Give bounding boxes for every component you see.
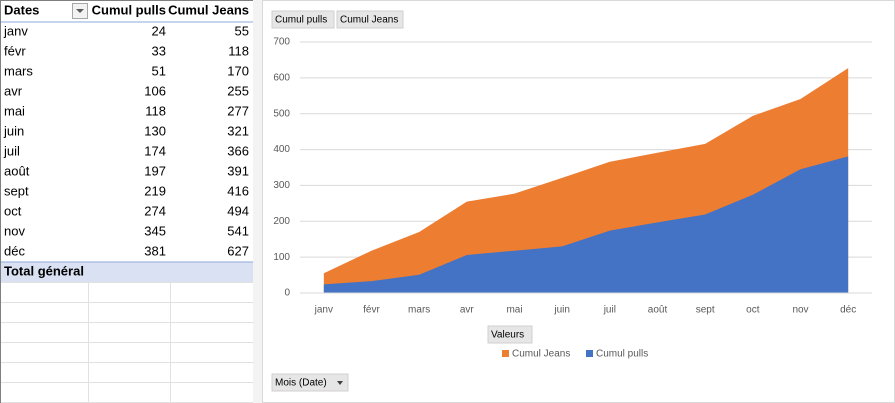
y-tick-label: 0 bbox=[284, 288, 290, 299]
cell-value: 118 bbox=[145, 103, 166, 118]
column-header: Cumul Jeans bbox=[168, 2, 249, 17]
total-label: Total général bbox=[4, 263, 84, 278]
cell-value: 106 bbox=[144, 83, 166, 98]
column-header: Dates bbox=[4, 2, 39, 17]
button-bg bbox=[487, 325, 533, 344]
field-button[interactable]: Cumul Jeans bbox=[336, 10, 404, 29]
row-label: nov bbox=[4, 223, 25, 238]
x-tick-label: janv bbox=[314, 305, 333, 316]
cell-value: 174 bbox=[144, 143, 166, 158]
cell-value: 277 bbox=[227, 103, 249, 118]
y-tick-label: 200 bbox=[273, 216, 290, 227]
legend-label: Cumul Jeans bbox=[512, 349, 570, 360]
cell-value: 494 bbox=[227, 203, 249, 218]
row-label: févr bbox=[4, 43, 26, 58]
cell-value: 381 bbox=[144, 243, 166, 258]
x-tick-label: avr bbox=[460, 305, 475, 316]
cell-value: 366 bbox=[227, 143, 249, 158]
cell-value: 541 bbox=[227, 223, 249, 238]
x-tick-label: mai bbox=[506, 305, 522, 316]
cell-value: 219 bbox=[144, 183, 166, 198]
cell-value: 627 bbox=[227, 243, 249, 258]
row-label: juil bbox=[3, 143, 20, 158]
separator bbox=[253, 0, 262, 403]
row-label: janv bbox=[3, 23, 28, 38]
x-tick-label: juin bbox=[553, 305, 570, 316]
cell-value: 55 bbox=[235, 23, 249, 38]
cell-value: 33 bbox=[152, 43, 166, 58]
row-label: oct bbox=[4, 203, 22, 218]
button-label: Cumul pulls bbox=[275, 15, 327, 26]
dropdown-arrow bbox=[76, 9, 84, 13]
x-tick-label: sept bbox=[696, 305, 715, 316]
pivot-table: Dates Cumul pulls Cumul Jeans janv 24 55 févr 3… bbox=[1, 1, 253, 403]
row-label: mars bbox=[4, 63, 33, 78]
cell-value: 274 bbox=[144, 203, 166, 218]
y-tick-label: 500 bbox=[273, 108, 290, 119]
row-label: août bbox=[4, 163, 30, 178]
cell-value: 51 bbox=[152, 63, 166, 78]
cell-value: 24 bbox=[152, 23, 166, 38]
button-bg bbox=[336, 10, 404, 29]
button-label: Mois (Date) bbox=[275, 378, 327, 389]
column-header: Cumul pulls bbox=[92, 2, 166, 17]
cell-value: 391 bbox=[227, 163, 249, 178]
cell-value: 170 bbox=[227, 63, 249, 78]
chart: Cumul pulls Cumul Jeans Valeurs Mois (Date)… bbox=[271, 10, 872, 392]
button-arrow bbox=[337, 381, 343, 385]
x-tick-label: août bbox=[648, 305, 668, 316]
x-tick-label: nov bbox=[792, 305, 808, 316]
x-tick-label: oct bbox=[746, 305, 760, 316]
area bbox=[323, 156, 849, 293]
button-bg bbox=[271, 373, 349, 392]
y-tick-label: 700 bbox=[273, 37, 290, 48]
y-tick-label: 300 bbox=[273, 180, 290, 191]
legend-swatch bbox=[586, 350, 593, 357]
row-label: avr bbox=[4, 83, 23, 98]
x-tick-label: mars bbox=[408, 305, 430, 316]
cell-value: 255 bbox=[227, 83, 249, 98]
cell-value: 416 bbox=[227, 183, 249, 198]
row-label: déc bbox=[4, 243, 25, 258]
x-tick-label: févr bbox=[363, 305, 380, 316]
header-row bbox=[1, 1, 253, 22]
cell-value: 130 bbox=[144, 123, 166, 138]
legend-label: Cumul pulls bbox=[596, 349, 648, 360]
cell-value: 118 bbox=[228, 43, 249, 58]
button-label: Cumul Jeans bbox=[340, 15, 398, 26]
row-label: sept bbox=[4, 183, 29, 198]
cell-value: 321 bbox=[227, 123, 249, 138]
field-button[interactable]: Valeurs bbox=[487, 325, 533, 344]
total-row bbox=[1, 262, 253, 282]
y-tick-label: 600 bbox=[273, 72, 290, 83]
y-tick-label: 400 bbox=[273, 144, 290, 155]
y-tick-label: 100 bbox=[273, 252, 290, 263]
cell-value: 345 bbox=[144, 223, 166, 238]
legend-swatch bbox=[502, 350, 509, 357]
button-label: Valeurs bbox=[491, 330, 524, 341]
button-bg bbox=[271, 10, 335, 29]
filter-dropdown[interactable] bbox=[72, 3, 88, 19]
x-tick-label: déc bbox=[840, 305, 856, 316]
cell-value: 197 bbox=[144, 163, 166, 178]
row-label: juin bbox=[3, 123, 24, 138]
x-tick-label: juil bbox=[603, 305, 616, 316]
row-label: mai bbox=[4, 103, 25, 118]
field-button[interactable]: Mois (Date) bbox=[271, 373, 349, 392]
field-button[interactable]: Cumul pulls bbox=[271, 10, 335, 29]
